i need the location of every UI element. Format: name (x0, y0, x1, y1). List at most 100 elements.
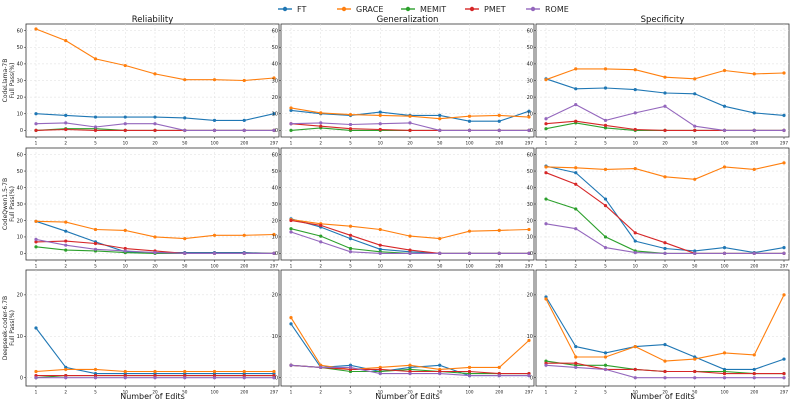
data-point (752, 111, 756, 115)
data-point (722, 351, 727, 355)
x-tick-label: 10 (633, 390, 639, 395)
data-point (272, 112, 276, 116)
data-point (93, 115, 98, 119)
x-tick-label: 2 (574, 390, 577, 395)
data-point (408, 121, 412, 125)
data-point (693, 357, 697, 361)
data-point (603, 351, 608, 355)
data-point (663, 128, 667, 132)
x-tick-label: 1 (35, 141, 38, 146)
x-tick-label: 5 (349, 141, 352, 146)
y-tick-label: 10 (17, 334, 23, 340)
y-tick-label: 20 (527, 293, 533, 299)
data-point (272, 232, 276, 237)
x-tick-label: 297 (780, 264, 788, 269)
data-point (467, 365, 472, 369)
data-point (693, 92, 697, 96)
data-point (242, 369, 246, 374)
y-tick-label: 0 (20, 376, 23, 382)
data-point (603, 67, 608, 71)
data-point (603, 126, 608, 130)
y-tick-label: 20 (17, 95, 23, 101)
x-tick-label: 2 (319, 264, 322, 269)
data-point (603, 367, 608, 372)
data-point (574, 207, 578, 211)
y-tick-label: 50 (527, 169, 533, 175)
data-point (408, 251, 412, 256)
y-tick-label: 40 (17, 62, 23, 68)
data-point (408, 363, 412, 367)
data-point (527, 374, 531, 378)
data-point (663, 369, 667, 374)
x-tick-label: 297 (525, 141, 533, 146)
y-tick-label: 60 (527, 28, 533, 34)
data-point (93, 57, 98, 61)
data-point (574, 87, 578, 91)
data-point (693, 128, 697, 132)
data-point (752, 376, 756, 380)
data-point (153, 235, 157, 239)
data-point (527, 227, 531, 232)
y-tick-label: 50 (527, 45, 533, 51)
x-tick-label: 20 (662, 264, 668, 269)
data-point (438, 128, 442, 132)
data-point (603, 86, 608, 90)
panel-frame (25, 269, 280, 387)
legend-label: FT (297, 5, 306, 14)
data-point (272, 376, 276, 380)
column-title-generalization: Generalization (377, 15, 439, 25)
data-point (348, 224, 353, 228)
x-tick-label: 1 (545, 141, 548, 146)
x-tick-label: 20 (407, 141, 413, 146)
y-tick-label: 0 (20, 251, 23, 257)
data-point (544, 297, 548, 301)
data-point (544, 363, 548, 367)
data-point (123, 376, 127, 380)
series-rome (34, 376, 276, 380)
legend-item-memit: MEMIT (401, 5, 446, 14)
data-point (574, 119, 578, 123)
data-point (242, 118, 246, 122)
series-ft (34, 112, 276, 122)
x-axis-label-2: Number of Edits (630, 392, 695, 401)
data-point (574, 345, 578, 349)
data-point (64, 248, 68, 252)
data-point (603, 235, 608, 239)
x-tick-label: 50 (182, 141, 188, 146)
x-tick-label: 1 (545, 264, 548, 269)
row-label-model: CodeLlama-7B (2, 59, 9, 103)
data-point (64, 229, 68, 233)
x-tick-label: 100 (211, 141, 219, 146)
data-point (752, 167, 756, 172)
x-tick-label: 1 (290, 141, 293, 146)
series-grace (289, 218, 531, 241)
x-tick-label: 100 (721, 264, 729, 269)
series-rome (289, 121, 531, 132)
data-point (438, 251, 442, 256)
data-point (544, 197, 548, 201)
data-point (153, 122, 157, 126)
panel-r2-c2: 0 10 20 1 2 5 10 20 50 100 200 297 (527, 269, 790, 395)
data-point (34, 122, 38, 126)
series-rome (289, 230, 531, 256)
data-point (544, 127, 548, 131)
x-tick-label: 2 (64, 390, 67, 395)
data-point (123, 122, 127, 126)
data-point (64, 220, 68, 224)
row-label-model: CodeQwen1.5-7B (2, 178, 9, 230)
data-point (408, 248, 412, 252)
data-point (183, 236, 187, 241)
y-tick-label: 0 (530, 128, 533, 134)
row-label-metric: Full Pass(%) (9, 63, 16, 99)
data-point (544, 117, 548, 121)
legend-marker (469, 6, 475, 12)
data-point (574, 166, 578, 170)
x-tick-label: 5 (604, 390, 607, 395)
data-point (603, 167, 608, 172)
data-point (93, 125, 98, 129)
data-point (527, 251, 531, 256)
data-point (34, 237, 38, 242)
x-tick-label: 200 (750, 390, 758, 395)
